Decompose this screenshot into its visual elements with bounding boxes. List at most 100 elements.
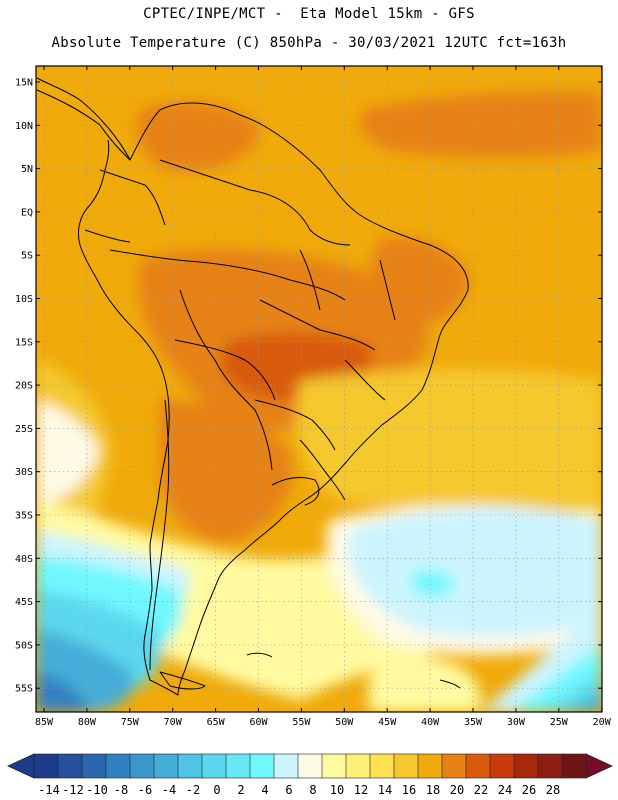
lon-label: 40W [421,717,440,728]
colorbar-swatch [369,753,395,779]
colorbar-label: 8 [309,783,316,797]
field-hot-atlantic [360,91,602,158]
chart-title-line-2: Absolute Temperature (C) 850hPa - 30/03/… [51,35,567,51]
field-hot-andes [160,400,293,542]
field-cream-plume [36,400,100,505]
field-hot-nordeste [371,237,470,324]
colorbar-swatch [57,753,83,779]
central-america [36,77,131,161]
falkland-islands [246,652,273,658]
lat-label: EQ [21,207,33,218]
lat-label: 10S [15,294,33,305]
lon-label: 70W [164,717,183,728]
colorbar-labels: -14 -12 -10 -8 -6 -4 -2 0 2 4 6 8 10 12 14 16 18 20 22 24 26… [38,783,560,797]
colorbar-label: 18 [426,783,440,797]
colorbar-swatch [225,753,251,779]
colorbar-label: 6 [285,783,292,797]
border-peru-ecuador [84,169,166,243]
temperature-field [36,66,602,712]
lat-label: 55S [15,684,33,695]
lon-label: 45W [378,717,397,728]
colorbar-label: -2 [186,783,200,797]
border-brazil-west [179,289,273,471]
field-hot-north [136,101,260,171]
colorbar-label: 0 [213,783,220,797]
lat-label: 15N [15,78,33,89]
lon-label: 60W [249,717,268,728]
colorbar-swatch [297,753,323,779]
lat-label: 35S [15,511,33,522]
field-pale-patagonia [368,656,480,712]
colorbar-label: 16 [402,783,416,797]
colorbar-label: 4 [261,783,268,797]
colorbar-swatch [561,753,587,779]
colorbar [7,753,613,779]
lat-label: 10N [15,121,33,132]
lon-label: 85W [35,717,54,728]
lat-label: 20S [15,381,33,392]
lon-label: 20W [593,717,612,728]
field-mild-south-atlantic [296,368,602,520]
colorbar-swatch [273,753,299,779]
field-darkblue-corner [36,672,90,712]
colorbar-label: -12 [62,783,84,797]
lon-label: 25W [550,717,569,728]
map-frame [35,65,603,713]
colorbar-label: 26 [522,783,536,797]
colorbar-swatch [129,753,155,779]
colorbar-label: -10 [86,783,108,797]
colorbar-swatch [105,753,131,779]
colorbar-swatch [489,753,515,779]
colorbar-label: -6 [138,783,152,797]
colorbar-swatch [345,753,371,779]
latitude-labels: 15N 10N 5N EQ 5S 10S 15S 20S 25S 30S 35S 40S 45S 50S 5… [15,78,33,695]
border-northern [159,159,351,246]
border-brazil-states [259,249,396,401]
colorbar-swatch [201,753,227,779]
colorbar-right-arrow [585,753,613,779]
lat-label: 15S [15,337,33,348]
lon-label: 55W [292,717,311,728]
border-argentina-brazil [299,439,346,501]
axis-ticks [36,66,603,712]
colorbar-label: -4 [162,783,176,797]
lon-label: 80W [78,717,97,728]
chart-title-line-1: CPTEC/INPE/MCT - Eta Model 15km - GFS [143,6,475,22]
colorbar-label: -14 [38,783,60,797]
colorbar-left-arrow [7,753,35,779]
colorbar-swatch [81,753,107,779]
tierra-del-fuego [159,671,206,690]
colorbar-label: 24 [498,783,512,797]
border-argentina-chile [149,399,170,671]
colorbar-label: 12 [354,783,368,797]
border-amazon [109,249,346,301]
field-blue-se [568,692,602,712]
lon-label: 50W [335,717,354,728]
longitude-labels: 85W 80W 75W 70W 65W 60W 55W 50W 45W 40W 35W 30W 25W 2… [35,717,612,728]
lat-label: 40S [15,554,33,565]
colorbar-swatch [249,753,275,779]
lon-label: 75W [121,717,140,728]
colorbar-label: 22 [474,783,488,797]
colorbar-label: 2 [237,783,244,797]
lat-label: 5S [21,251,33,262]
field-lightblue-atlantic [348,507,602,637]
colorbar-label: 10 [330,783,344,797]
colorbar-swatch [321,753,347,779]
colorbar-swatch [153,753,179,779]
coastlines-and-borders [36,77,469,696]
south-america-coastline [36,89,469,696]
lon-label: 30W [507,717,526,728]
colorbar-label: 28 [546,783,560,797]
lat-label: 25S [15,424,33,435]
colorbar-swatch [393,753,419,779]
colorbar-swatch [33,753,59,779]
border-paraguay [254,399,336,451]
border-uruguay [271,477,320,506]
colorbar-label: 14 [378,783,392,797]
lat-label: 50S [15,640,33,651]
lat-label: 45S [15,597,33,608]
lat-label: 30S [15,467,33,478]
colorbar-swatch [513,753,539,779]
